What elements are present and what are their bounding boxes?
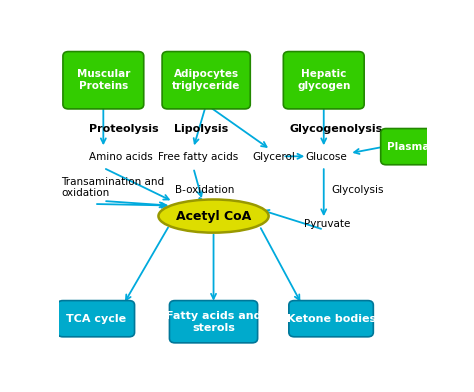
Text: Amino acids: Amino acids <box>89 152 152 162</box>
Text: TCA cycle: TCA cycle <box>66 314 126 324</box>
FancyBboxPatch shape <box>57 301 135 337</box>
FancyBboxPatch shape <box>162 52 250 109</box>
Text: Plasma: Plasma <box>387 142 429 152</box>
FancyBboxPatch shape <box>63 52 144 109</box>
Text: Ketone bodies: Ketone bodies <box>286 314 376 324</box>
Text: Acetyl CoA: Acetyl CoA <box>176 210 251 223</box>
FancyBboxPatch shape <box>381 129 436 165</box>
Text: Transamination and
oxidation: Transamination and oxidation <box>61 176 164 198</box>
Text: Glycolysis: Glycolysis <box>331 185 383 196</box>
Text: Lipolysis: Lipolysis <box>173 123 228 134</box>
Ellipse shape <box>158 200 269 233</box>
Text: Glycerol: Glycerol <box>252 152 295 162</box>
Text: B-oxidation: B-oxidation <box>175 185 234 196</box>
Text: Proteolysis: Proteolysis <box>89 123 158 134</box>
Text: Glycogenolysis: Glycogenolysis <box>290 123 383 134</box>
Text: Pyruvate: Pyruvate <box>303 219 350 229</box>
Text: Fatty acids and
sterols: Fatty acids and sterols <box>166 311 261 332</box>
Text: Muscular
Proteins: Muscular Proteins <box>77 69 130 91</box>
Text: Adipocytes
triglyceride: Adipocytes triglyceride <box>172 69 240 91</box>
Text: Free fatty acids: Free fatty acids <box>158 152 239 162</box>
FancyBboxPatch shape <box>283 52 364 109</box>
FancyBboxPatch shape <box>169 301 258 343</box>
Text: Glucose: Glucose <box>305 152 347 162</box>
FancyBboxPatch shape <box>289 301 374 337</box>
Text: Hepatic
glycogen: Hepatic glycogen <box>297 69 350 91</box>
